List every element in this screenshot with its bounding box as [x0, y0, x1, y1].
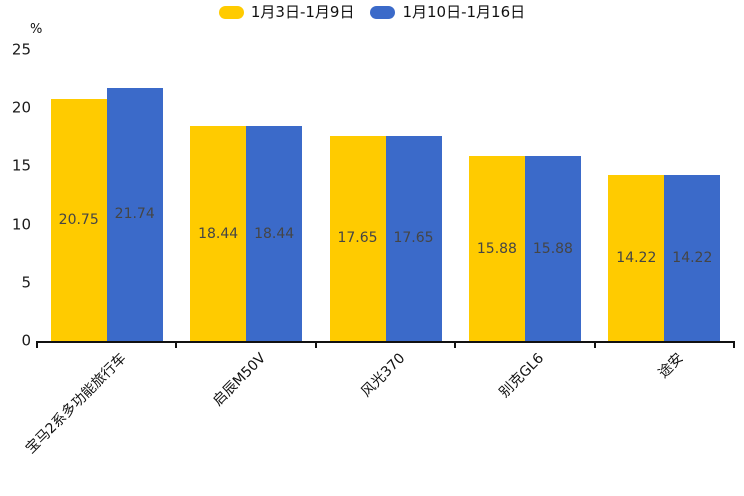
legend-swatch-icon: [370, 6, 396, 19]
x-axis-label: 途安: [655, 350, 687, 382]
x-axis-tick: [36, 341, 38, 348]
bar-series-0: 20.75: [50, 99, 107, 341]
bar-series-0: 15.88: [468, 156, 525, 341]
bar-value-label: 17.65: [393, 230, 434, 247]
x-axis-label: 宝马2系多功能旅行车: [22, 350, 130, 458]
bar-value-label: 17.65: [337, 230, 378, 247]
plot-area: 20.75 21.74 宝马2系多功能旅行车 18.44 18.44 启辰M50V 17.6…: [23, 50, 735, 457]
x-axis-label: 风光370: [358, 350, 409, 401]
y-axis-tick-label: 10: [11, 215, 31, 234]
y-axis-tick-label: 5: [21, 273, 31, 292]
bar-series-1: 21.74: [106, 87, 163, 341]
bar-group: 17.65 17.65 风光370: [316, 50, 455, 400]
x-axis-tick: [454, 341, 457, 348]
bar-group: 14.22 14.22 途安: [595, 50, 734, 381]
bar-value-label: 21.74: [114, 206, 155, 223]
bar-group: 20.75 21.74 宝马2系多功能旅行车: [23, 50, 176, 457]
y-axis-tick-label: 0: [21, 331, 31, 350]
bar-series-0: 14.22: [608, 175, 665, 341]
bar-series-1: 14.22: [664, 175, 721, 341]
bar-value-label: 14.22: [672, 250, 713, 267]
bar-series-1: 17.65: [385, 135, 442, 341]
bar-group: 15.88 15.88 别克GL6: [455, 50, 594, 401]
legend: 1月3日-1月9日 1月10日-1月16日: [0, 5, 744, 20]
bar-value-label: 20.75: [58, 212, 99, 229]
bar-value-label: 15.88: [476, 240, 517, 257]
x-axis-tick: [175, 341, 178, 348]
bar-series-1: 15.88: [524, 156, 581, 341]
legend-swatch-icon: [218, 6, 244, 19]
x-axis-tick: [314, 341, 317, 348]
y-axis: 0 5 10 15 20 25: [0, 0, 31, 496]
y-axis-unit-label: %: [30, 22, 43, 37]
x-axis-label: 别克GL6: [496, 350, 548, 401]
bar-value-label: 18.44: [198, 225, 239, 242]
legend-label: 1月3日-1月9日: [250, 3, 355, 21]
y-axis-tick-label: 25: [11, 40, 31, 59]
x-axis-tick: [593, 341, 596, 348]
legend-item-series-1[interactable]: 1月10日-1月16日: [370, 5, 525, 20]
y-axis-tick-label: 15: [11, 156, 31, 175]
legend-item-series-0[interactable]: 1月3日-1月9日: [218, 3, 355, 21]
bar-series-1: 18.44: [246, 126, 303, 341]
bar-group: 18.44 18.44 启辰M50V: [176, 50, 315, 409]
y-axis-tick-label: 20: [11, 98, 31, 117]
legend-label: 1月10日-1月16日: [402, 3, 526, 21]
bar-value-label: 15.88: [532, 240, 573, 257]
bar-value-label: 18.44: [254, 225, 295, 242]
bar-value-label: 14.22: [616, 250, 657, 267]
bar-series-0: 18.44: [190, 126, 247, 341]
x-axis-tick: [733, 341, 735, 348]
x-axis-label: 启辰M50V: [209, 350, 269, 410]
bar-series-0: 17.65: [329, 135, 386, 341]
